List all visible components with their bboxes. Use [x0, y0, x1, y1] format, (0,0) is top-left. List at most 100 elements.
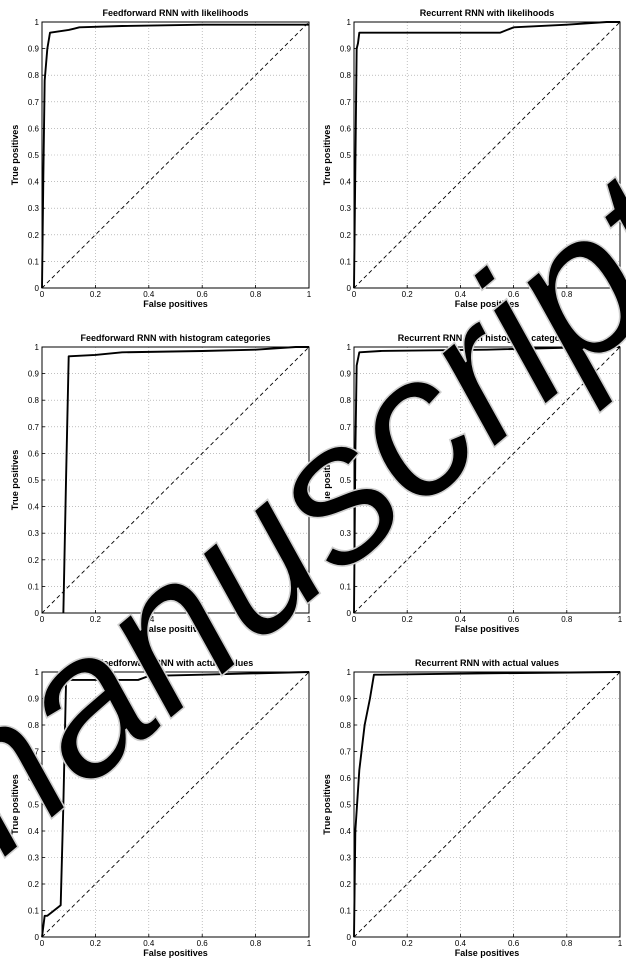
y-tick-label: 1 [35, 18, 40, 27]
roc-panel: 0 0.2 0.4 0.6 0.8 1 0 0.1 0.2 0.3 0.4 0.5 0.6 0.7 0.8 0… [10, 658, 312, 958]
chart-title: Recurrent RNN with likelihoods [420, 8, 555, 18]
x-tick-label: 1 [307, 290, 312, 299]
y-tick-label: 0.2 [28, 231, 40, 240]
y-tick-label: 0.3 [28, 854, 40, 863]
y-tick-label: 0.3 [340, 529, 352, 538]
y-tick-label: 0.7 [340, 748, 352, 757]
y-tick-label: 0.8 [28, 721, 40, 730]
x-tick-label: 0.4 [455, 615, 467, 624]
chart-title: Feedforward RNN with likelihoods [102, 8, 248, 18]
x-tick-label: 0.8 [561, 939, 573, 948]
x-tick-label: 0.8 [250, 939, 262, 948]
roc-curve [41, 671, 310, 938]
y-tick-label: 0.3 [340, 204, 352, 213]
y-tick-label: 0.4 [28, 503, 40, 512]
x-tick-label: 0.6 [508, 290, 520, 299]
chance-line [41, 21, 310, 289]
y-axis-label: True positives [10, 450, 20, 511]
y-tick-label: 0 [347, 933, 352, 942]
y-tick-label: 1 [35, 668, 40, 677]
x-tick-label: 1 [618, 939, 623, 948]
y-tick-label: 0.1 [28, 257, 40, 266]
x-tick-label: 0.8 [561, 615, 573, 624]
y-tick-label: 0 [35, 284, 40, 293]
y-tick-label: 0.8 [340, 71, 352, 80]
y-tick-label: 0.1 [340, 257, 352, 266]
y-tick-label: 0.4 [340, 503, 352, 512]
y-tick-label: 0.5 [28, 476, 40, 485]
x-tick-label: 0 [352, 939, 357, 948]
y-tick-label: 0.8 [340, 721, 352, 730]
y-tick-label: 0.9 [28, 45, 40, 54]
y-tick-label: 0.4 [28, 178, 40, 187]
roc-curve [62, 346, 309, 614]
x-axis-label: False positives [455, 948, 520, 958]
y-tick-label: 0.7 [28, 98, 40, 107]
y-tick-label: 0.7 [340, 98, 352, 107]
y-tick-label: 0.1 [28, 582, 40, 591]
y-tick-label: 1 [347, 343, 352, 352]
x-tick-label: 0.2 [90, 939, 102, 948]
roc-curve [41, 23, 309, 289]
x-tick-label: 0.4 [143, 939, 155, 948]
y-axis-label: True positives [322, 774, 332, 835]
x-tick-label: 0.8 [250, 615, 262, 624]
y-tick-label: 0.2 [28, 880, 40, 889]
x-tick-label: 1 [618, 290, 623, 299]
x-tick-label: 0.2 [90, 290, 102, 299]
y-tick-label: 0.9 [28, 695, 40, 704]
y-tick-label: 0.6 [340, 449, 352, 458]
y-tick-label: 0.4 [340, 178, 352, 187]
roc-panel: 0 0.2 0.4 0.6 0.8 1 0 0.1 0.2 0.3 0.4 0.5 0.6 0.7 0.8 0… [322, 8, 623, 309]
y-tick-label: 0.2 [28, 556, 40, 565]
y-tick-label: 0 [35, 933, 40, 942]
y-tick-label: 0.7 [340, 423, 352, 432]
y-tick-label: 0.6 [28, 774, 40, 783]
y-tick-label: 0.5 [340, 151, 352, 160]
x-axis-label: False positives [143, 299, 208, 309]
x-tick-label: 0 [40, 615, 45, 624]
y-axis-label: True positives [10, 125, 20, 186]
x-tick-label: 0.6 [197, 290, 209, 299]
x-axis-label: False positives [143, 948, 208, 958]
x-axis-label: False positives [455, 624, 520, 634]
x-tick-label: 0.8 [561, 290, 573, 299]
y-axis-label: True positives [10, 774, 20, 835]
y-tick-label: 0.5 [28, 801, 40, 810]
y-tick-label: 0 [35, 609, 40, 618]
x-tick-label: 0 [40, 290, 45, 299]
x-tick-label: 0.2 [402, 290, 414, 299]
y-tick-label: 0.1 [340, 907, 352, 916]
y-tick-label: 0.3 [28, 529, 40, 538]
x-tick-label: 0.4 [455, 290, 467, 299]
y-tick-label: 0.5 [28, 151, 40, 160]
y-tick-label: 0.6 [340, 774, 352, 783]
y-tick-label: 0.4 [28, 827, 40, 836]
x-tick-label: 0.4 [143, 290, 155, 299]
y-tick-label: 0.1 [340, 582, 352, 591]
y-tick-label: 0.2 [340, 880, 352, 889]
x-tick-label: 0.4 [455, 939, 467, 948]
y-tick-label: 0.3 [340, 854, 352, 863]
chart-title: Feedforward RNN with actual values [98, 658, 254, 668]
y-tick-label: 0.9 [340, 695, 352, 704]
y-tick-label: 0.8 [28, 396, 40, 405]
y-tick-label: 0.5 [340, 476, 352, 485]
x-tick-label: 0.4 [143, 615, 155, 624]
y-tick-label: 0.9 [28, 370, 40, 379]
x-tick-label: 0.6 [508, 615, 520, 624]
y-tick-label: 0.3 [28, 204, 40, 213]
x-tick-label: 0.6 [197, 939, 209, 948]
x-tick-label: 0 [352, 290, 357, 299]
x-tick-label: 0.8 [250, 290, 262, 299]
y-axis-label: True positives [322, 125, 332, 186]
y-tick-label: 0.7 [28, 748, 40, 757]
roc-panel: 0 0.2 0.4 0.6 0.8 1 0 0.1 0.2 0.3 0.4 0.5 0.6 0.7 0.8 0… [322, 333, 623, 634]
y-tick-label: 1 [347, 668, 352, 677]
chart-title: Feedforward RNN with histogram categorie… [80, 333, 270, 343]
chart-title: Recurrent RNN with histogram categories [398, 333, 577, 343]
y-tick-label: 0.9 [340, 370, 352, 379]
y-tick-label: 0.7 [28, 423, 40, 432]
roc-panel: 0 0.2 0.4 0.6 0.8 1 0 0.1 0.2 0.3 0.4 0.5 0.6 0.7 0.8 0… [10, 333, 312, 634]
